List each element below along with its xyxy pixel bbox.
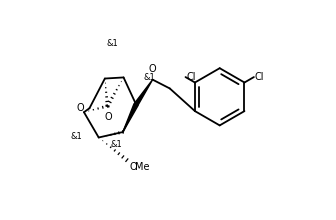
Text: &1: &1 [107, 39, 118, 48]
Text: &1: &1 [71, 132, 83, 141]
Polygon shape [134, 80, 153, 106]
Text: O: O [77, 103, 85, 113]
Text: Cl: Cl [255, 72, 264, 82]
Text: O: O [129, 162, 137, 172]
Polygon shape [123, 104, 138, 132]
Text: &1: &1 [143, 73, 155, 81]
Text: Me: Me [135, 162, 150, 172]
Text: O: O [149, 64, 157, 74]
Text: Cl: Cl [186, 72, 196, 82]
Text: &1: &1 [110, 140, 122, 149]
Text: O: O [105, 112, 113, 121]
